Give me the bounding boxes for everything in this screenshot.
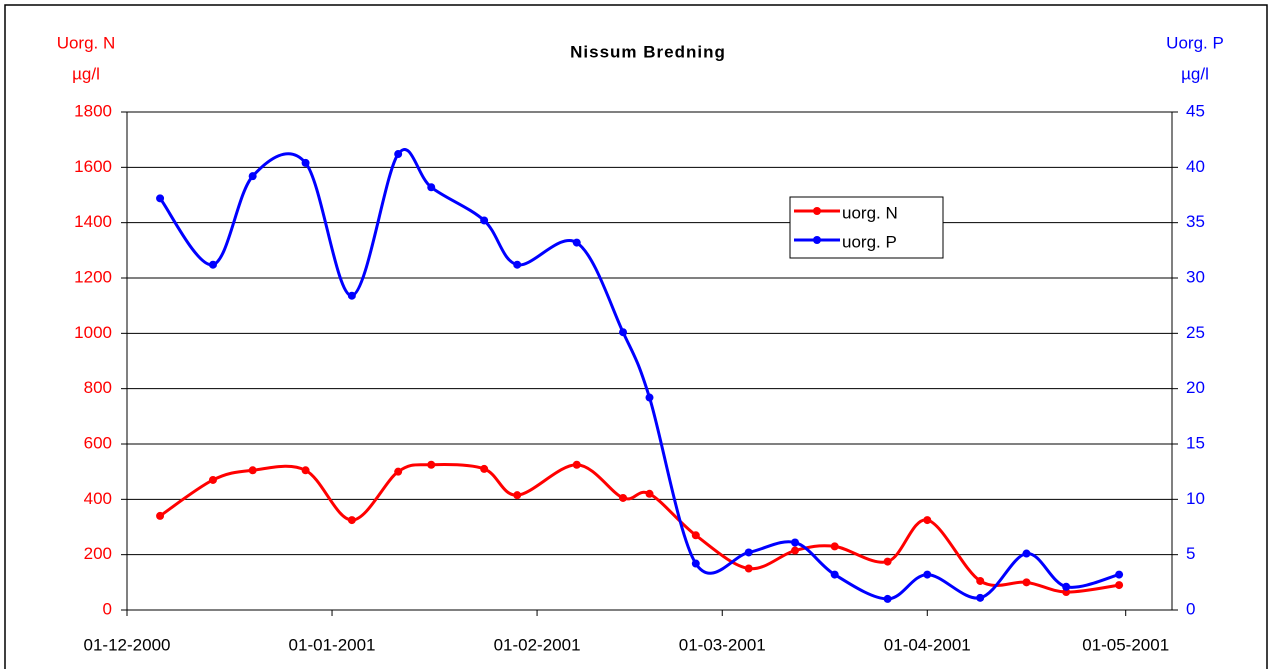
legend-marker — [813, 207, 821, 215]
data-point — [791, 546, 800, 555]
y2-tick-label: 30 — [1186, 267, 1205, 286]
y2-tick-label: 20 — [1186, 378, 1205, 397]
data-point — [427, 460, 436, 469]
y2-axis-unit: µg/l — [1181, 64, 1209, 83]
data-point — [976, 593, 985, 602]
data-point — [513, 260, 522, 269]
x-tick-label: 01-12-2000 — [84, 635, 171, 654]
data-point — [619, 493, 628, 502]
data-point — [427, 183, 436, 192]
y-tick-label: 0 — [103, 599, 112, 618]
y-tick-label: 1800 — [74, 101, 112, 120]
legend-label: uorg. P — [842, 232, 897, 251]
data-point — [883, 557, 892, 566]
data-point — [394, 467, 403, 476]
data-point — [208, 475, 217, 484]
data-point — [744, 564, 753, 573]
y-axis-unit: µg/l — [72, 64, 100, 83]
data-point — [1022, 578, 1031, 587]
data-point — [923, 516, 932, 525]
data-point — [1062, 582, 1071, 591]
data-point — [923, 570, 932, 579]
data-point — [976, 576, 985, 585]
y2-tick-label: 45 — [1186, 101, 1205, 120]
data-point — [480, 464, 489, 473]
data-point — [645, 393, 654, 402]
data-point — [480, 216, 489, 225]
legend-marker — [813, 236, 821, 244]
y-tick-label: 1400 — [74, 212, 112, 231]
y2-tick-label: 35 — [1186, 212, 1205, 231]
x-tick-label: 01-03-2001 — [679, 635, 766, 654]
data-point — [572, 460, 581, 469]
y-tick-label: 1200 — [74, 267, 112, 286]
data-point — [645, 489, 654, 498]
data-point — [301, 158, 310, 167]
y-tick-label: 600 — [84, 433, 112, 452]
data-point — [394, 150, 403, 159]
x-tick-label: 01-05-2001 — [1082, 635, 1169, 654]
chart-frame — [4, 4, 1268, 669]
y-tick-label: 400 — [84, 489, 112, 508]
data-point — [1022, 549, 1031, 558]
data-point — [513, 491, 522, 500]
data-point — [248, 172, 257, 181]
x-tick-label: 01-04-2001 — [884, 635, 971, 654]
data-point — [156, 511, 165, 520]
data-point — [883, 594, 892, 603]
data-point — [572, 238, 581, 247]
y2-tick-label: 25 — [1186, 323, 1205, 342]
data-point — [1115, 581, 1124, 590]
y-tick-label: 1000 — [74, 323, 112, 342]
data-point — [691, 531, 700, 540]
data-point — [830, 570, 839, 579]
data-point — [830, 542, 839, 551]
y-tick-label: 800 — [84, 378, 112, 397]
legend-box — [789, 196, 944, 259]
x-tick-label: 01-02-2001 — [494, 635, 581, 654]
y-axis-title: Uorg. N — [57, 33, 116, 52]
data-point — [208, 260, 217, 269]
data-point — [619, 328, 628, 337]
y2-tick-label: 5 — [1186, 544, 1195, 563]
chart-title: Nissum Bredning — [570, 42, 726, 61]
x-tick-label: 01-01-2001 — [289, 635, 376, 654]
y2-tick-label: 40 — [1186, 157, 1205, 176]
legend-label: uorg. N — [842, 203, 898, 222]
data-point — [347, 291, 356, 300]
y-tick-label: 1600 — [74, 157, 112, 176]
data-point — [791, 538, 800, 547]
data-point — [1115, 570, 1124, 579]
data-point — [347, 516, 356, 525]
data-point — [156, 194, 165, 203]
y2-axis-title: Uorg. P — [1166, 33, 1224, 52]
y-tick-label: 200 — [84, 544, 112, 563]
data-point — [301, 466, 310, 475]
series-line — [159, 462, 1120, 594]
y2-tick-label: 10 — [1186, 489, 1205, 508]
data-point — [248, 466, 257, 475]
data-point — [691, 559, 700, 568]
y2-tick-label: 0 — [1186, 599, 1195, 618]
data-point — [744, 548, 753, 557]
y2-tick-label: 15 — [1186, 433, 1205, 452]
